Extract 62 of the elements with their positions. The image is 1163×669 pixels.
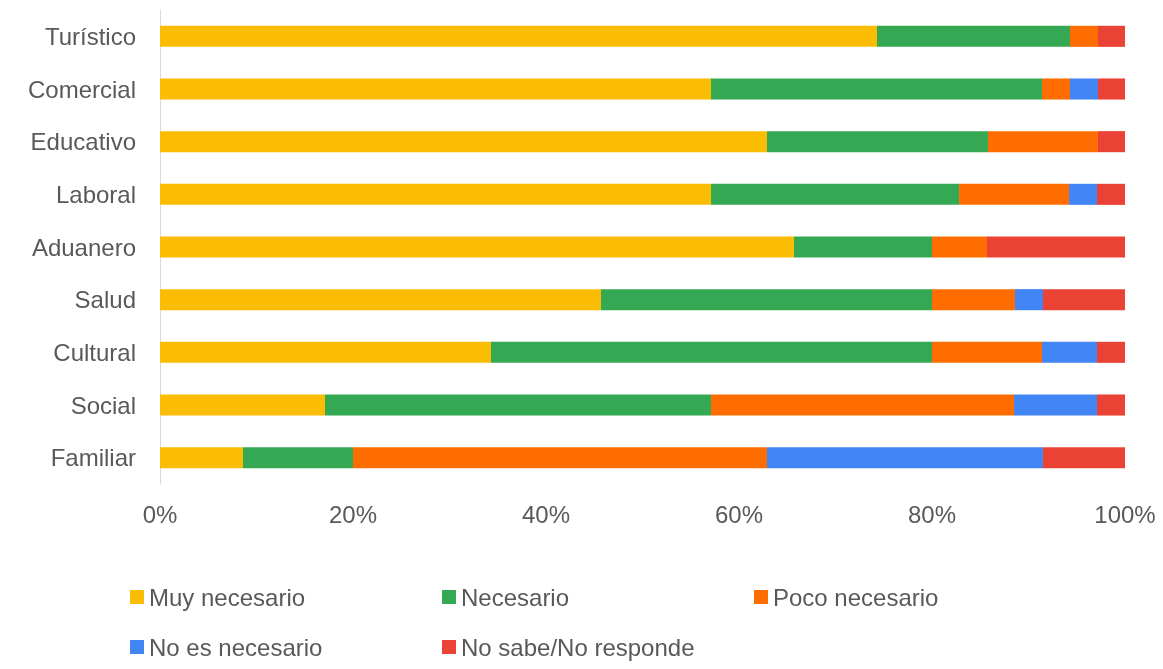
x-tick-label: 40%: [521, 500, 571, 528]
bar: [959, 183, 1070, 205]
bar: [325, 394, 712, 416]
x-tick-label: 100%: [1094, 500, 1156, 528]
x-tick-label: 20%: [328, 500, 378, 528]
bar: [353, 447, 767, 469]
bar: [1097, 394, 1125, 416]
bar: [601, 289, 932, 311]
bar: [766, 131, 988, 153]
bar: [711, 183, 960, 205]
bar: [1097, 183, 1125, 205]
bar: [160, 447, 243, 469]
bar: [491, 341, 932, 363]
y-tick-label: Turístico: [44, 22, 136, 50]
bar: [242, 447, 353, 469]
bar: [932, 236, 988, 258]
bar: [1069, 25, 1098, 47]
bar: [987, 236, 1125, 258]
bar: [160, 131, 767, 153]
bar: [1014, 289, 1043, 311]
bar: [1097, 131, 1125, 153]
legend-label: Poco necesario: [773, 583, 939, 611]
bar: [876, 25, 1070, 47]
bar: [1042, 289, 1125, 311]
bar: [711, 78, 1043, 100]
legend-label: Muy necesario: [149, 583, 306, 611]
bar: [987, 131, 1098, 153]
y-tick-label: Familiar: [50, 444, 136, 472]
bar: [1014, 394, 1098, 416]
bar: [1042, 447, 1125, 469]
y-tick-label: Educativo: [30, 128, 136, 156]
bar: [932, 289, 1015, 311]
bar: [932, 341, 1043, 363]
y-tick-label: Aduanero: [31, 233, 136, 261]
bar: [794, 236, 932, 258]
bar: [1069, 183, 1098, 205]
bar: [1069, 78, 1098, 100]
bar: [1042, 341, 1098, 363]
bar: [1097, 78, 1125, 100]
legend-label: Necesario: [461, 583, 570, 611]
y-tick-label: Salud: [74, 286, 136, 314]
y-tick-label: Cultural: [53, 338, 136, 366]
y-tick-label: Comercial: [27, 75, 136, 103]
bar: [1097, 25, 1125, 47]
legend-label: No es necesario: [149, 633, 323, 661]
bar: [711, 394, 1015, 416]
bar: [1097, 341, 1125, 363]
bar: [766, 447, 1043, 469]
bar: [1042, 78, 1070, 100]
bar: [160, 78, 712, 100]
bar: [160, 341, 491, 363]
x-tick-label: 80%: [907, 500, 957, 528]
bar: [160, 394, 326, 416]
bar: [160, 183, 712, 205]
bar: [160, 289, 602, 311]
legend-label: No sabe/No responde: [461, 633, 695, 661]
y-tick-label: Social: [70, 391, 136, 419]
bar: [160, 236, 795, 258]
bar: [160, 25, 877, 47]
x-tick-label: 0%: [142, 500, 178, 528]
y-tick-label: Laboral: [55, 180, 136, 208]
x-tick-label: 60%: [714, 500, 764, 528]
